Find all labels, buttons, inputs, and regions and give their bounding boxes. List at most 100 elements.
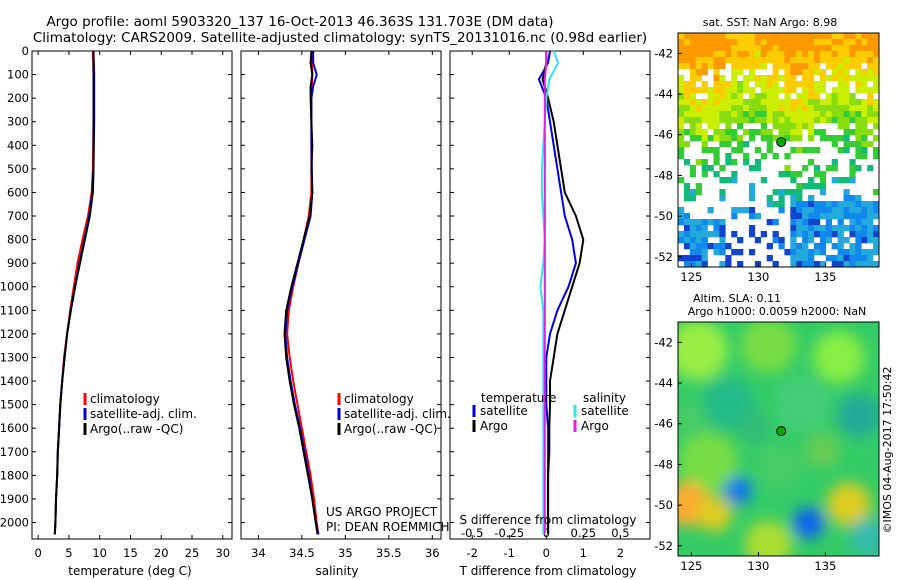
sst-cell [701,171,708,178]
sst-cell [802,201,809,208]
sst-cell [760,39,767,46]
sst-cell [802,249,809,256]
sst-cell [790,243,797,250]
sst-cell [813,45,821,52]
sst-cell [719,225,726,232]
sst-cell [790,81,797,88]
sst-cell [873,207,879,214]
sst-cell [719,261,726,267]
sst-cell [754,105,762,112]
sla-blob [804,432,841,469]
sst-cell [802,39,809,46]
sst-cell [707,39,714,46]
sst-cell [790,105,797,112]
sst-cell [849,63,856,70]
temperature-xlabel: temperature (deg C) [68,564,191,578]
lon-tick-label: 125 [680,559,702,573]
sst-cell [683,237,691,244]
sst-cell [861,207,868,214]
sla-map-title-1: Altim. SLA: 0.11 [693,292,781,305]
sst-cell [861,261,868,267]
sst-cell [731,45,738,52]
sst-cell [725,255,732,262]
sst-cell [796,201,803,208]
sst-cell [867,51,874,58]
sst-cell [760,33,767,40]
sst-cell [778,195,785,202]
sst-cell [772,45,779,52]
sst-cell [737,87,744,94]
sst-cell [754,45,762,52]
sst-cell [701,225,708,232]
sst-cell [861,75,868,82]
legend-label-climatology: climatology [344,392,414,406]
sst-cell [802,183,809,190]
sst-cell [843,99,850,106]
sst-cell [843,201,850,208]
sst-cell [683,129,691,136]
sst-cell [695,39,702,46]
sst-cell [831,165,838,172]
sst-cell [731,33,738,40]
sst-cell [689,75,697,82]
sst-cell [683,33,691,40]
sst-cell [813,231,821,238]
sst-cell [701,63,708,70]
sla-blob [744,520,793,556]
sst-cell [837,123,844,130]
sst-cell [784,171,791,178]
sst-cell [678,141,685,148]
sst-cell [843,177,850,184]
sst-cell [831,111,838,118]
salinity-xlabel: salinity [315,564,358,578]
sst-cell [808,81,815,88]
sst-cell [713,69,720,76]
sst-cell [873,201,879,208]
sst-cell [808,39,815,46]
sst-cell [837,201,844,208]
sst-cell [707,57,714,64]
x-tick-label: 20 [154,546,169,560]
sst-cell [849,51,856,58]
lat-tick-label: -46 [654,128,673,142]
s-tick-label: 0 [543,526,550,540]
sst-cell [849,195,856,202]
sst-cell [831,33,838,40]
sst-cell [766,117,773,124]
lat-tick-label: -52 [654,250,673,264]
sst-cell [766,87,773,94]
sst-cell [683,57,691,64]
sst-cell [831,75,838,82]
sst-cell [790,63,797,70]
sst-cell [831,105,838,112]
sst-cell [743,51,750,58]
depth-tick-label: 400 [7,138,29,152]
difference-series [537,50,585,535]
temperature-legend: climatology satellite-adj. clim. Argo(..… [83,392,197,436]
x-tick-label: 36 [425,546,440,560]
sst-cell [867,225,874,232]
sst-cell [713,153,720,160]
sst-cell [873,153,879,160]
sst-cell [719,243,726,250]
sst-cell [813,57,821,64]
sst-cell [796,183,803,190]
sst-cell [725,261,732,267]
sst-cell [790,255,797,262]
sst-cell [784,153,791,160]
sst-cell [707,123,714,130]
sst-cell [678,147,685,154]
sst-cell [689,261,697,267]
sst-cell [843,87,850,94]
sst-cell [725,117,732,124]
sst-cell [790,135,797,142]
sst-cell [743,159,750,166]
sst-cell [784,81,791,88]
sst-cell [695,87,702,94]
sst-cell [689,165,697,172]
sst-cell [825,99,832,106]
sst-cell [867,111,874,118]
sst-cell [796,147,803,154]
sst-cell [707,117,714,124]
sst-cell [855,225,862,232]
